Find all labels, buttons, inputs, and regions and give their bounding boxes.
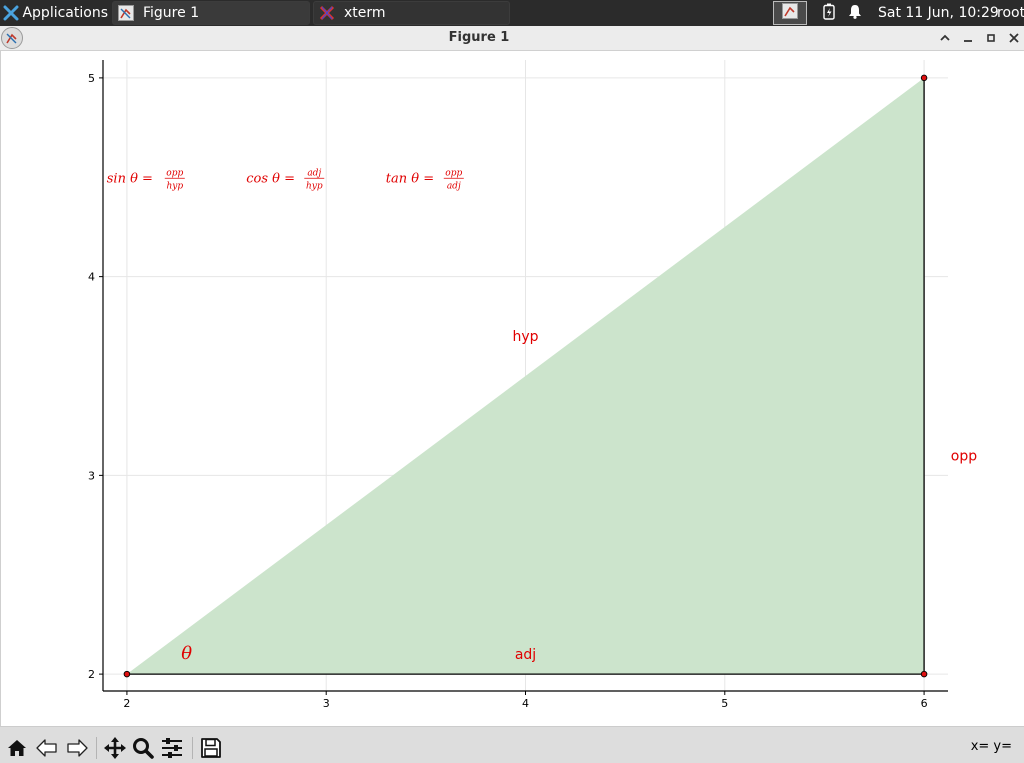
toolbar-separator <box>192 737 193 759</box>
notifications-button[interactable] <box>845 0 865 26</box>
x-tick-label: 6 <box>921 697 928 710</box>
taskbar-item-label: xterm <box>344 5 386 21</box>
annotation-label: hyp <box>512 329 538 345</box>
formula-cos: cos θ = adj hyp <box>246 168 325 191</box>
configure-subplots-button[interactable] <box>159 735 185 761</box>
save-icon <box>201 738 221 758</box>
maximize-button[interactable] <box>983 30 999 46</box>
annotation-label: θ <box>181 643 192 664</box>
applications-icon <box>3 4 19 22</box>
move-icon <box>104 737 126 759</box>
chevron-up-icon <box>940 34 950 41</box>
battery-indicator[interactable] <box>820 0 838 26</box>
minimize-button[interactable] <box>960 30 976 46</box>
triangle-fill <box>126 77 925 675</box>
home-button[interactable] <box>4 735 30 761</box>
user-menu[interactable]: root <box>997 5 1024 21</box>
x-tick-label: 4 <box>522 697 529 710</box>
x-tick-label: 3 <box>323 697 330 710</box>
top-panel: Applications Figure 1 xterm <box>0 0 1024 26</box>
formula-denominator: adj <box>447 181 461 191</box>
taskbar-item-xterm[interactable]: xterm <box>313 1 510 25</box>
formula-numerator: adj <box>307 168 321 178</box>
formula-denominator: hyp <box>166 181 183 191</box>
figure-canvas[interactable]: 2 3 4 5 6 2 3 4 5 hyp adj opp θ sin θ = opp hyp cos θ = a… <box>0 51 1024 726</box>
annotation-label: opp <box>951 448 977 464</box>
y-tick-label: 5 <box>88 72 95 85</box>
window-menu-icon[interactable] <box>1 27 23 49</box>
forward-button[interactable] <box>64 735 90 761</box>
formula-denominator: hyp <box>306 181 323 191</box>
shade-button[interactable] <box>937 30 953 46</box>
formula-lhs: cos θ = <box>246 171 295 186</box>
battery-icon <box>823 3 835 24</box>
formula-sin: sin θ = opp hyp <box>107 168 185 191</box>
minimize-icon <box>964 40 972 42</box>
navigation-toolbar: x= y= <box>0 726 1024 763</box>
taskbar-item-figure-1[interactable]: Figure 1 <box>112 1 310 25</box>
plot-area[interactable]: 2 3 4 5 6 2 3 4 5 hyp adj opp θ sin θ = opp hyp cos θ = a… <box>1 51 1024 726</box>
tray-window-button[interactable] <box>773 1 807 25</box>
formula-numerator: opp <box>166 168 183 178</box>
window-title: Figure 1 <box>448 30 510 45</box>
formula-numerator: opp <box>445 168 462 178</box>
vertex-point <box>920 670 928 678</box>
formula-lhs: sin θ = <box>107 171 153 186</box>
xterm-app-icon <box>318 4 336 22</box>
x-tick-label: 2 <box>123 697 130 710</box>
figure-app-icon <box>117 4 135 22</box>
vertex-point <box>123 670 131 678</box>
home-icon <box>8 740 26 756</box>
applications-menu[interactable]: Applications <box>0 0 108 26</box>
annotation-label: adj <box>515 647 536 663</box>
y-tick-label: 3 <box>88 469 95 482</box>
bell-icon <box>848 4 862 23</box>
back-button[interactable] <box>34 735 60 761</box>
pan-button[interactable] <box>102 735 128 761</box>
formula-lhs: tan θ = <box>386 171 434 186</box>
toolbar-separator <box>96 737 97 759</box>
vertex-point <box>920 74 928 82</box>
applications-label: Applications <box>22 5 108 21</box>
window-icon <box>782 3 798 23</box>
maximize-icon <box>987 34 995 42</box>
magnifier-icon <box>133 738 154 759</box>
cursor-coordinates: x= y= <box>970 739 1012 754</box>
arrow-right-icon <box>67 739 88 757</box>
close-icon <box>1009 33 1019 43</box>
sliders-icon <box>162 738 182 758</box>
formula-tan: tan θ = opp adj <box>386 168 464 191</box>
clock[interactable]: Sat 11 Jun, 10:29 <box>878 5 999 21</box>
zoom-button[interactable] <box>130 735 156 761</box>
y-tick-label: 2 <box>88 668 95 681</box>
y-tick-label: 4 <box>88 271 95 284</box>
taskbar-item-label: Figure 1 <box>143 5 200 21</box>
arrow-left-icon <box>36 739 57 757</box>
window-titlebar[interactable]: Figure 1 <box>0 26 1024 51</box>
close-button[interactable] <box>1006 30 1022 46</box>
x-tick-label: 5 <box>721 697 728 710</box>
save-button[interactable] <box>198 735 224 761</box>
